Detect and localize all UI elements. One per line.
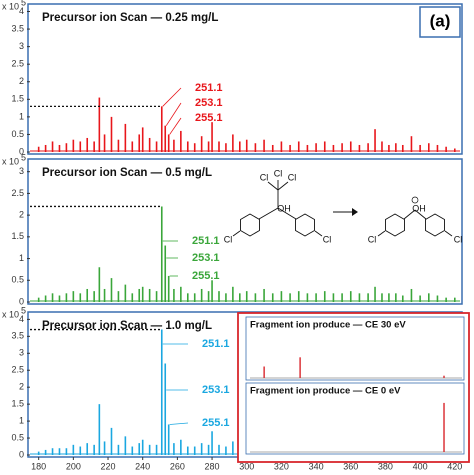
- bond: [258, 207, 279, 220]
- bond: [277, 207, 297, 220]
- y-tick-label: 1.5: [11, 94, 24, 104]
- atom-label: Cl: [288, 172, 297, 182]
- y-tick-label: 2.5: [11, 188, 24, 198]
- y-scale-label: x 10: [2, 1, 19, 11]
- bond: [267, 181, 279, 191]
- inset-title: Fragment ion produce — CE 30 eV: [250, 320, 406, 331]
- y-tick-label: 3: [19, 166, 24, 176]
- y-tick-label: 3.5: [11, 23, 24, 33]
- y-tick-label: 2: [19, 76, 24, 86]
- arrow-head: [352, 208, 358, 216]
- x-tick-label: 320: [274, 461, 289, 471]
- bond: [314, 230, 323, 237]
- annotation: 251.1: [192, 235, 220, 247]
- x-tick-label: 300: [239, 461, 254, 471]
- benzene-ring: [425, 213, 445, 237]
- y-tick-label: 0: [19, 146, 24, 156]
- y-tick-label: 0.5: [11, 275, 24, 285]
- annotation-leader: [169, 117, 182, 135]
- y-scale-exp: 5: [21, 0, 26, 7]
- x-tick-label: 240: [135, 461, 150, 471]
- bond: [277, 181, 289, 191]
- y-tick-label: 3: [19, 41, 24, 51]
- y-tick-label: 2.5: [11, 59, 24, 69]
- y-tick-label: 0: [19, 449, 24, 459]
- inset-plot-frame: [245, 316, 465, 381]
- panel-frame: [27, 158, 463, 305]
- y-tick-label: 0.5: [11, 129, 24, 139]
- atom-label: OH: [277, 203, 291, 213]
- y-tick-label: 1.5: [11, 399, 24, 409]
- x-tick-label: 420: [447, 461, 462, 471]
- annotation: 255.1: [192, 270, 220, 282]
- y-tick-label: 1: [19, 253, 24, 263]
- panel-label: (a): [430, 11, 451, 30]
- annotation: 253.1: [195, 97, 223, 109]
- y-tick-label: 3.5: [11, 331, 24, 341]
- y-tick-label: 2: [19, 210, 24, 220]
- x-tick-label: 260: [170, 461, 185, 471]
- annotation-leader: [162, 87, 182, 107]
- benzene-ring: [240, 213, 260, 237]
- inset-title: Fragment ion produce — CE 0 eV: [250, 386, 401, 397]
- annotation: 253.1: [202, 384, 230, 396]
- annotation: 255.1: [202, 417, 230, 429]
- y-tick-label: 1.5: [11, 231, 24, 241]
- x-tick-label: 400: [413, 461, 428, 471]
- panel-title: Precursor ion Scan — 1.0 mg/L: [42, 320, 212, 332]
- annotation: 253.1: [192, 252, 220, 264]
- y-tick-label: 1: [19, 415, 24, 425]
- atom-label: Cl: [323, 234, 332, 244]
- atom-label: Cl: [224, 234, 233, 244]
- y-tick-label: 3: [19, 348, 24, 358]
- benzene-ring: [295, 213, 315, 237]
- annotation: 255.1: [195, 112, 223, 124]
- annotation-leader: [169, 422, 189, 425]
- atom-label: Cl: [260, 172, 269, 182]
- bond: [377, 230, 386, 237]
- annotation-leader: [165, 102, 182, 126]
- x-tick-label: 180: [31, 461, 46, 471]
- x-tick-label: 280: [205, 461, 220, 471]
- y-scale-exp: 5: [21, 305, 26, 315]
- y-tick-label: 0: [19, 296, 24, 306]
- annotation: 251.1: [202, 338, 230, 350]
- x-tick-label: 200: [66, 461, 81, 471]
- atom-label: Cl: [454, 234, 463, 244]
- y-scale-exp: 5: [21, 152, 26, 162]
- y-tick-label: 1: [19, 111, 24, 121]
- y-tick-label: 4: [19, 314, 24, 324]
- benzene-ring: [385, 213, 405, 237]
- panel-title: Precursor ion Scan — 0.25 mg/L: [42, 12, 218, 24]
- atom-label: OH: [412, 203, 426, 213]
- bond: [232, 230, 241, 237]
- panel-title: Precursor ion Scan — 0.5 mg/L: [42, 167, 212, 179]
- chemical-scheme: Cl Cl Cl OH Cl Cl OH Cl Cl: [224, 168, 463, 244]
- x-tick-label: 340: [309, 461, 324, 471]
- annotation: 251.1: [195, 82, 223, 94]
- inset-plot-frame: [245, 382, 465, 455]
- y-tick-label: 2: [19, 382, 24, 392]
- panel-frame: [27, 3, 463, 155]
- x-tick-label: 380: [378, 461, 393, 471]
- y-tick-label: 4: [19, 6, 24, 16]
- atom-label: Cl: [274, 168, 283, 178]
- cation-mark: [411, 196, 419, 204]
- y-tick-label: 2.5: [11, 365, 24, 375]
- y-scale-label: x 10: [2, 309, 19, 319]
- atom-label: Cl: [368, 234, 377, 244]
- y-scale-label: x 10: [2, 156, 19, 166]
- bond: [414, 209, 427, 220]
- bond: [403, 209, 416, 220]
- bond: [444, 230, 453, 237]
- y-tick-label: 0.5: [11, 432, 24, 442]
- panel-label-box: [419, 6, 461, 38]
- x-tick-label: 360: [343, 461, 358, 471]
- x-tick-label: 220: [101, 461, 116, 471]
